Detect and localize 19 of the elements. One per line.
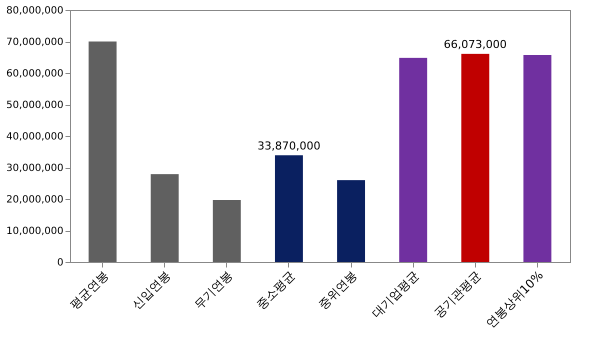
y-tick-label: 80,000,000 [6, 6, 64, 16]
bar [274, 155, 303, 262]
y-tick-label: 50,000,000 [6, 100, 64, 111]
y-tick-label: 70,000,000 [6, 37, 64, 48]
y-tick-label: 30,000,000 [6, 163, 64, 174]
bar [212, 200, 241, 262]
data-label: 66,073,000 [444, 38, 507, 51]
bar [399, 58, 428, 262]
bar [461, 54, 490, 262]
y-tick-label: 60,000,000 [6, 68, 64, 80]
y-tick-label: 10,000,000 [6, 226, 64, 237]
bar [337, 180, 366, 262]
bar [88, 42, 117, 262]
y-tick-label: 40,000,000 [6, 132, 64, 142]
y-tick-label: 0 [57, 258, 64, 268]
data-label: 33,870,000 [257, 139, 320, 152]
bar [523, 55, 552, 262]
y-tick-label: 20,000,000 [6, 194, 64, 206]
bar [150, 174, 179, 262]
